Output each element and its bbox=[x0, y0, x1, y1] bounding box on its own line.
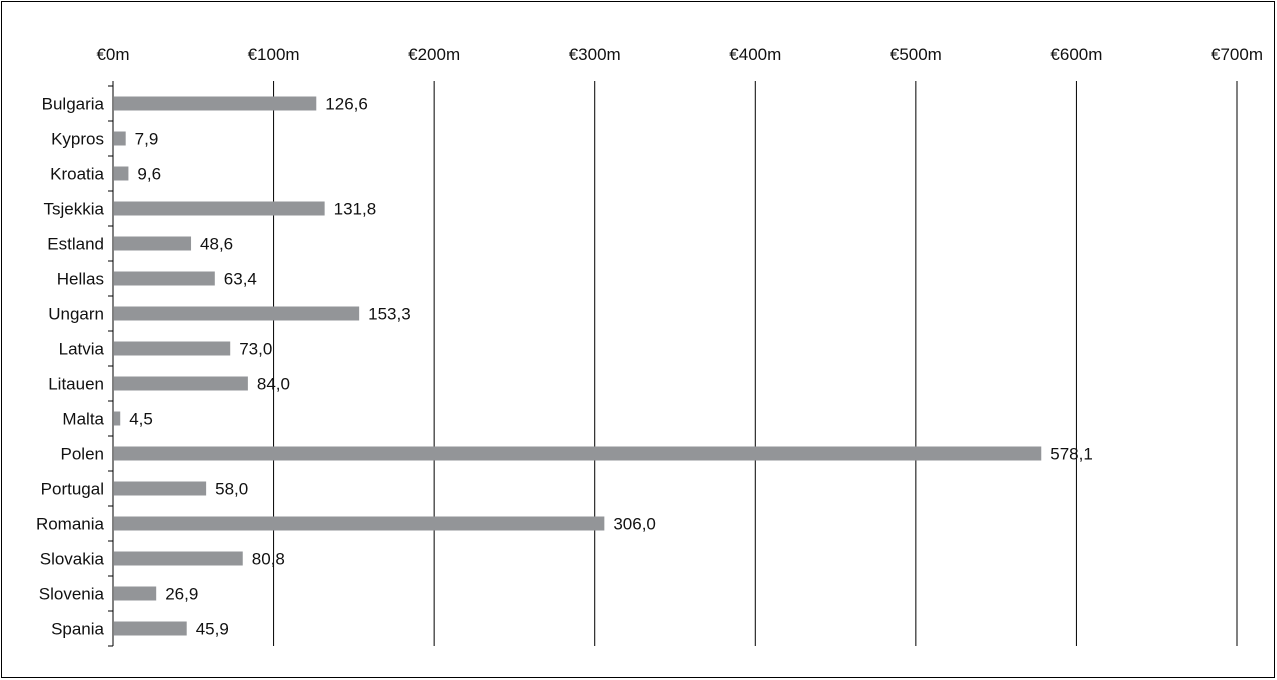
category-label: Litauen bbox=[48, 375, 104, 394]
bar bbox=[114, 621, 187, 636]
category-label: Romania bbox=[36, 515, 105, 534]
value-labels: 126,6 7,9 9,6 131,8 48,6 63,4 153,3 73,0 84,0 4,5… bbox=[129, 95, 1093, 639]
category-label: Spania bbox=[51, 620, 104, 639]
value-label: 45,9 bbox=[196, 620, 229, 639]
category-label: Malta bbox=[62, 410, 104, 429]
value-label: 7,9 bbox=[135, 130, 159, 149]
bar bbox=[114, 306, 360, 321]
value-label: 306,0 bbox=[613, 515, 656, 534]
bar bbox=[114, 446, 1042, 461]
bar bbox=[114, 201, 325, 216]
value-label: 4,5 bbox=[129, 410, 153, 429]
bar bbox=[114, 376, 248, 391]
x-tick-label: €0m bbox=[96, 45, 129, 64]
category-label: Slovakia bbox=[40, 550, 105, 569]
value-label: 73,0 bbox=[239, 340, 272, 359]
bar bbox=[114, 131, 126, 146]
x-tick-label: €100m bbox=[248, 45, 300, 64]
category-label: Slovenia bbox=[39, 585, 105, 604]
x-tick-label: €200m bbox=[408, 45, 460, 64]
value-label: 126,6 bbox=[325, 95, 368, 114]
value-label: 26,9 bbox=[165, 585, 198, 604]
x-tick-label: €700m bbox=[1211, 45, 1263, 64]
bar bbox=[114, 586, 157, 601]
value-label: 84,0 bbox=[257, 375, 290, 394]
category-labels: Bulgaria Kypros Kroatia Tsjekkia Estland Hell… bbox=[36, 95, 105, 639]
x-tick-label: €300m bbox=[569, 45, 621, 64]
value-label: 48,6 bbox=[200, 235, 233, 254]
category-label: Hellas bbox=[57, 270, 104, 289]
bar bbox=[114, 271, 215, 286]
gridlines bbox=[273, 86, 1238, 646]
x-tick-label: €400m bbox=[729, 45, 781, 64]
x-tick-label: €600m bbox=[1050, 45, 1102, 64]
bar bbox=[114, 341, 231, 356]
bar bbox=[114, 516, 605, 531]
bar bbox=[114, 481, 207, 496]
x-tick-label: €500m bbox=[890, 45, 942, 64]
category-label: Portugal bbox=[41, 480, 104, 499]
bar bbox=[114, 236, 192, 251]
category-label: Tsjekkia bbox=[44, 200, 105, 219]
value-label: 578,1 bbox=[1050, 445, 1093, 464]
bar bbox=[114, 166, 129, 181]
bars bbox=[114, 96, 1042, 636]
value-label: 131,8 bbox=[334, 200, 377, 219]
category-label: Kypros bbox=[51, 130, 104, 149]
category-label: Ungarn bbox=[48, 305, 104, 324]
bar bbox=[114, 411, 121, 426]
value-label: 9,6 bbox=[137, 165, 161, 184]
category-label: Latvia bbox=[59, 340, 105, 359]
bar bbox=[114, 551, 243, 566]
category-label: Bulgaria bbox=[42, 95, 105, 114]
value-label: 80,8 bbox=[252, 550, 285, 569]
category-label: Polen bbox=[61, 445, 104, 464]
axes bbox=[108, 81, 1238, 647]
category-label: Kroatia bbox=[50, 165, 104, 184]
bar bbox=[114, 96, 317, 111]
value-label: 58,0 bbox=[215, 480, 248, 499]
value-label: 153,3 bbox=[368, 305, 411, 324]
category-label: Estland bbox=[47, 235, 104, 254]
value-label: 63,4 bbox=[224, 270, 257, 289]
x-tick-labels: €0m €100m €200m €300m €400m €500m €600m €700m bbox=[96, 45, 1263, 64]
